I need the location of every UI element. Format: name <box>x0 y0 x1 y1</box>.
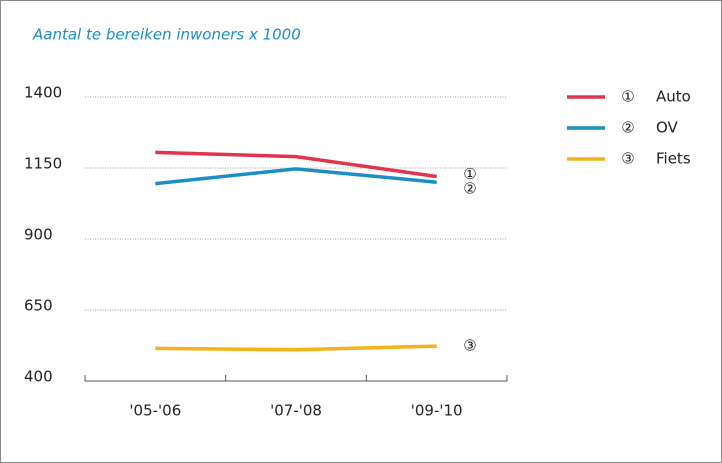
x-tick-label: '09-'10 <box>411 402 463 420</box>
legend-marker: ① <box>621 88 634 106</box>
y-tick-label: 900 <box>24 226 53 244</box>
end-label: ② <box>463 180 476 198</box>
end-label: ① <box>463 165 476 183</box>
series-line <box>155 150 437 179</box>
y-tick-label: 1400 <box>24 84 62 102</box>
legend-marker: ③ <box>621 150 634 168</box>
chart-title: Aantal te bereiken inwoners x 1000 <box>32 26 301 44</box>
legend-label: Auto <box>656 88 691 106</box>
y-tick-label: 1150 <box>24 155 62 173</box>
x-tick-label: '05-'06 <box>129 402 181 420</box>
legend-marker: ② <box>621 119 634 137</box>
x-tick-label: '07-'08 <box>270 402 322 420</box>
y-tick-label: 400 <box>24 368 53 386</box>
series-line <box>155 344 437 352</box>
y-tick-label: 650 <box>24 297 53 315</box>
legend-label: OV <box>656 119 679 137</box>
end-label: ③ <box>463 337 476 355</box>
legend-label: Fiets <box>656 150 691 168</box>
series-line <box>155 167 437 186</box>
